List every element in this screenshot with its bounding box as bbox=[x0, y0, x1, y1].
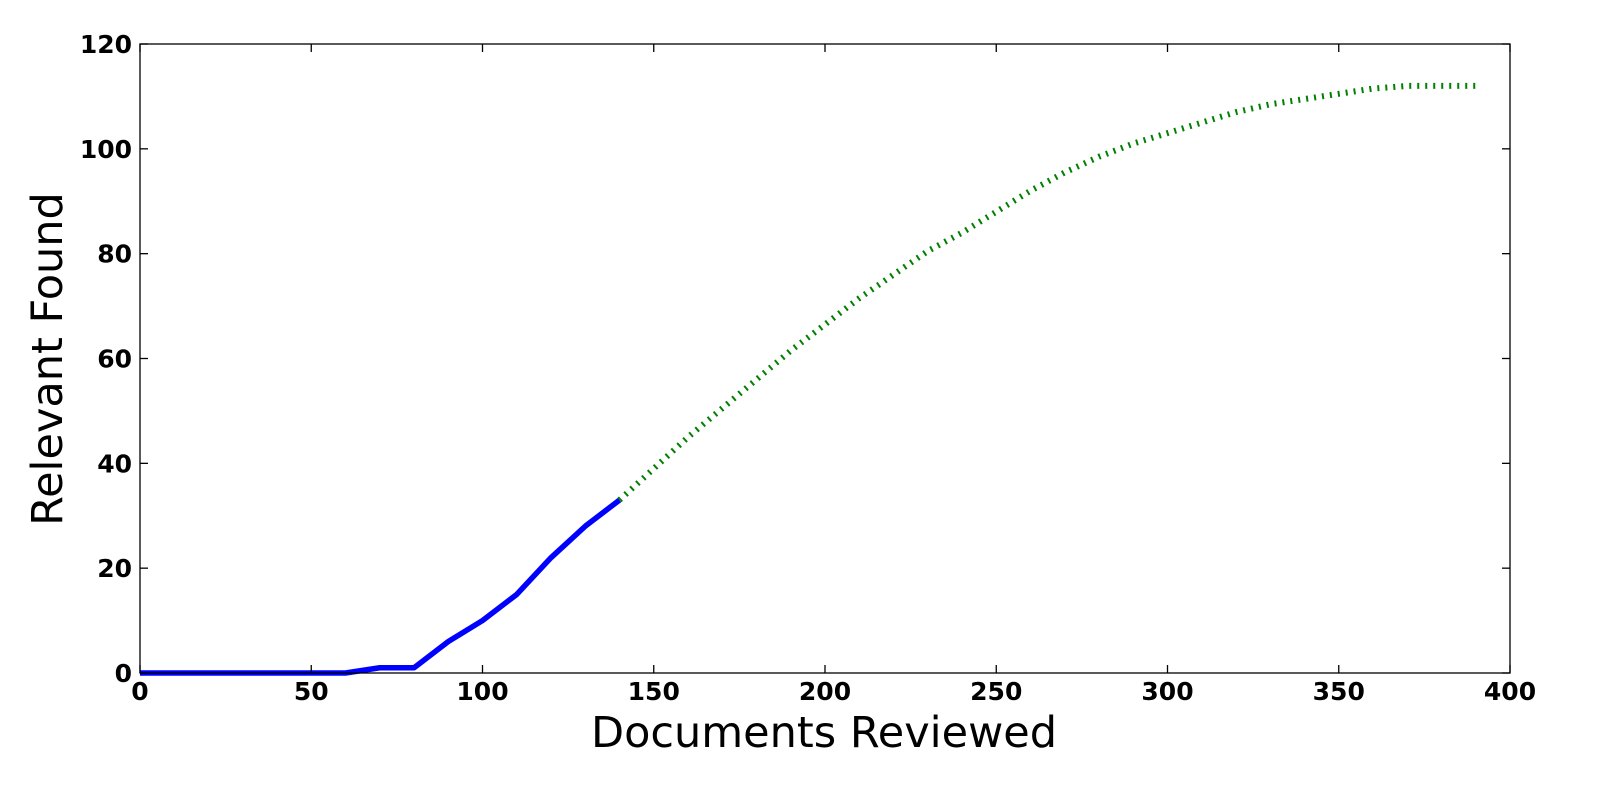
x-tick-label: 400 bbox=[1484, 677, 1536, 706]
y-tick-label: 80 bbox=[97, 240, 132, 269]
y-tick-label: 0 bbox=[115, 659, 132, 688]
x-tick-label: 150 bbox=[628, 677, 680, 706]
x-tick-label: 0 bbox=[131, 677, 148, 706]
series-line-dotted bbox=[617, 82, 1476, 503]
x-tick-label: 100 bbox=[456, 677, 508, 706]
y-tick-label: 60 bbox=[97, 345, 132, 374]
x-tick-label: 50 bbox=[294, 677, 329, 706]
x-tick-label: 350 bbox=[1313, 677, 1365, 706]
y-tick-label: 120 bbox=[80, 30, 132, 59]
series-layer bbox=[140, 82, 1476, 676]
x-tick-label: 300 bbox=[1141, 677, 1193, 706]
y-axis-label: Relevant Found bbox=[23, 192, 73, 526]
series-line-solid bbox=[140, 497, 622, 676]
x-tick-label: 250 bbox=[970, 677, 1022, 706]
ticks-layer bbox=[139, 43, 1511, 674]
tick-labels-layer: 0 50 100 150 200 250 300 350 400 0 20 40 60 80 100 120 bbox=[80, 30, 1536, 706]
plot-frame bbox=[139, 43, 1511, 674]
x-axis-label: Documents Reviewed bbox=[591, 708, 1057, 758]
y-tick-label: 20 bbox=[97, 554, 132, 583]
x-tick-label: 200 bbox=[799, 677, 851, 706]
y-tick-label: 100 bbox=[80, 135, 132, 164]
y-tick-label: 40 bbox=[97, 449, 132, 478]
